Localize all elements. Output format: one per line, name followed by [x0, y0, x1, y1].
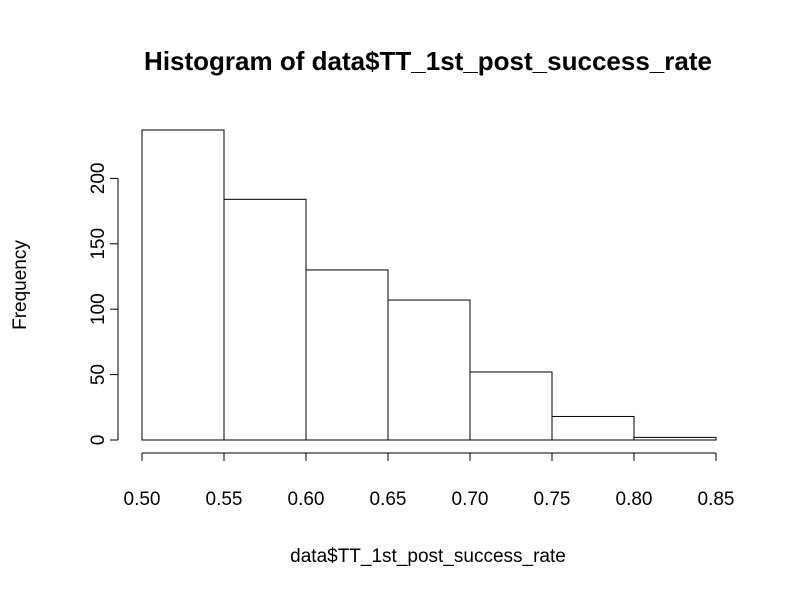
y-tick-label-1: 50 [88, 364, 109, 385]
y-tick-label-2: 100 [88, 293, 109, 325]
y-axis-label: Frequency [10, 240, 31, 330]
x-tick-label-4: 0.70 [452, 489, 489, 510]
histogram-bar-3 [387, 299, 471, 441]
histogram-bar-5 [551, 415, 635, 441]
chart-title: Histogram of data$TT_1st_post_success_ra… [144, 46, 712, 76]
x-tick-label-3: 0.65 [370, 489, 407, 510]
y-tick-label-3: 150 [88, 228, 109, 260]
x-tick-label-1: 0.55 [206, 489, 243, 510]
y-tick-label-4: 200 [88, 163, 109, 195]
x-tick-label-0: 0.50 [124, 489, 161, 510]
histogram-bar-2 [305, 269, 389, 441]
x-tick-label-6: 0.80 [616, 489, 653, 510]
x-axis-label: data$TT_1st_post_success_rate [290, 546, 566, 567]
histogram-bar-4 [469, 371, 553, 441]
histogram-bar-6 [633, 436, 717, 441]
x-axis: 0.50 0.55 0.60 0.65 0.70 0.75 0.80 0.85 [124, 452, 735, 510]
histogram-bar-0 [141, 129, 225, 441]
y-axis: 0 50 100 150 200 [88, 163, 119, 446]
x-tick-label-2: 0.60 [288, 489, 325, 510]
y-tick-label-0: 0 [88, 435, 109, 446]
x-tick-label-5: 0.75 [534, 489, 571, 510]
histogram-bar-1 [223, 198, 307, 441]
bars-group [141, 129, 717, 441]
x-tick-label-7: 0.85 [698, 489, 735, 510]
